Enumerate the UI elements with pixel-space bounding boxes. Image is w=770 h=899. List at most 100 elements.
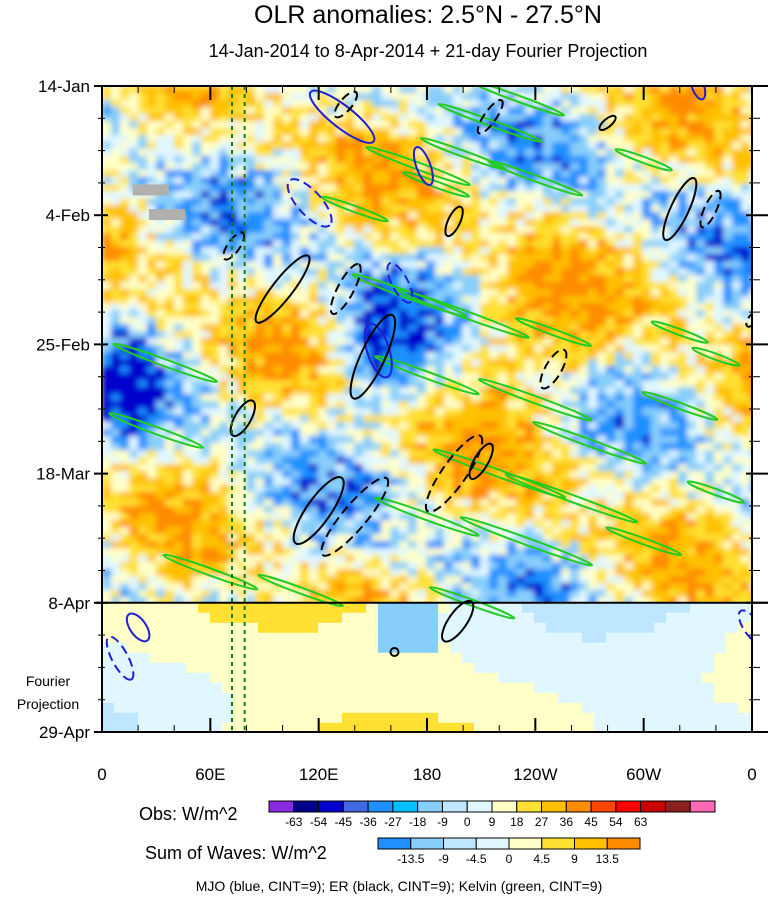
kelvin-wave-contour: [428, 586, 516, 620]
mjo-wave-contour: [689, 86, 707, 101]
mjo-wave-contour: [286, 178, 333, 228]
chart-subtitle: 14-Jan-2014 to 8-Apr-2014 + 21-day Fouri…: [209, 41, 648, 61]
colorbar-label: 13.5: [596, 852, 620, 866]
colorbar-swatch: [541, 837, 575, 850]
mjo-wave-contour: [737, 609, 752, 646]
er-wave-contour: [333, 90, 359, 119]
x-axis: 0 60E 120E 180 120W 60W 0: [97, 86, 757, 784]
er-wave-contour: [441, 599, 475, 643]
kelvin-wave-contour: [477, 377, 593, 422]
colorbar-swatch: [491, 800, 518, 813]
x-tick-label: 60E: [195, 765, 225, 784]
kelvin-wave-contour: [686, 480, 746, 504]
kelvin-wave-contour: [108, 412, 205, 449]
colorbar-label: -27: [384, 815, 402, 829]
kelvin-wave-contour: [374, 496, 480, 537]
colorbar-label: 45: [584, 815, 598, 829]
colorbar-swatch: [541, 800, 567, 813]
colorbar-swatch: [475, 837, 510, 850]
y-tick-label: 14-Jan: [38, 77, 90, 96]
x-tick-label: 120E: [299, 765, 339, 784]
colorbar-label: -9: [438, 852, 449, 866]
kelvin-wave-contour: [605, 526, 683, 557]
y-tick-label: 25-Feb: [36, 335, 90, 354]
y-axis: 14-Jan 4-Feb 25-Feb 18-Mar 8-Apr 29-Apr: [36, 77, 768, 742]
colorbar-swatch: [392, 800, 419, 813]
colorbar-label: 63: [634, 815, 648, 829]
er-wave-contour: [349, 313, 397, 400]
colorbar-swatch: [615, 800, 642, 813]
colorbar-label: 54: [609, 815, 623, 829]
kelvin-wave-contour: [162, 553, 259, 591]
x-tick-label: 0: [747, 765, 756, 784]
kelvin-wave-contour: [459, 516, 594, 567]
colorbar-swatch: [417, 800, 443, 813]
colorbar-swatch: [342, 800, 369, 813]
colorbar-swatch: [664, 800, 691, 813]
colorbar-label: 0: [464, 815, 471, 829]
x-tick-label: 120W: [513, 765, 557, 784]
chart-title: OLR anomalies: 2.5°N - 27.5°N: [254, 1, 602, 29]
colorbar-swatch: [443, 837, 477, 850]
kelvin-wave-contour: [691, 346, 741, 367]
kelvin-wave-contour: [320, 195, 389, 223]
kelvin-wave-contour: [641, 390, 719, 421]
er-wave-contour: [329, 263, 362, 316]
er-wave-contour: [699, 189, 722, 229]
kelvin-wave-contour: [469, 86, 566, 117]
plot-area: [102, 86, 752, 732]
mjo-wave-contour: [412, 146, 434, 186]
reference-lines: [231, 86, 246, 732]
colorbar-label: -9: [437, 815, 448, 829]
mjo-wave-contour: [386, 262, 414, 304]
colorbar-swatch: [293, 800, 320, 813]
olr-anomaly-field: [102, 86, 752, 605]
projection-label-line1: Fourier: [26, 673, 71, 689]
colorbar-swatch: [508, 837, 543, 850]
projection-label-line2: Projection: [17, 696, 79, 712]
colorbar-label: -4.5: [466, 852, 487, 866]
colorbar-swatch: [590, 800, 617, 813]
y-tick-label: 29-Apr: [39, 723, 90, 742]
missing-data-patch: [148, 209, 186, 221]
kelvin-wave-contour: [614, 148, 673, 172]
colorbar-label: 27: [535, 815, 549, 829]
colorbar-label: -18: [409, 815, 427, 829]
er-wave-contour: [389, 647, 400, 658]
kelvin-wave-contour: [514, 317, 592, 348]
er-wave-contour: [292, 476, 345, 545]
kelvin-wave-contour: [374, 355, 480, 396]
kelvin-wave-contour: [402, 171, 470, 198]
kelvin-wave-contour: [396, 288, 530, 339]
colorbar-swatch: [466, 800, 493, 813]
y-tick-label: 4-Feb: [46, 206, 90, 225]
x-tick-label: 60W: [626, 765, 661, 784]
colorbar-swatch: [689, 800, 716, 813]
colorbar-swatch: [606, 837, 641, 850]
er-wave-contour: [662, 176, 698, 242]
er-wave-contour: [444, 205, 464, 238]
kelvin-wave-contour: [437, 102, 543, 143]
kelvin-wave-contour: [650, 320, 709, 344]
colorbar-label: 9: [489, 815, 496, 829]
waves-colorbar-title: Sum of Waves: W/m^2: [145, 843, 327, 863]
kelvin-wave-contour: [432, 448, 567, 499]
colorbar-label: -54: [310, 815, 328, 829]
y-tick-label: 8-Apr: [48, 594, 90, 613]
kelvin-wave-contour: [257, 573, 344, 608]
er-wave-contour: [229, 399, 256, 438]
colorbar-swatch: [268, 800, 295, 813]
colorbar-swatch: [640, 800, 666, 813]
colorbar-swatch: [441, 800, 468, 813]
er-wave-contour: [320, 476, 390, 557]
mjo-wave-contour: [308, 89, 376, 144]
er-wave-contour: [424, 434, 484, 513]
kelvin-wave-contour: [504, 473, 639, 524]
er-wave-contour: [222, 231, 246, 261]
kelvin-wave-contour: [487, 159, 584, 197]
er-wave-contour: [254, 254, 311, 324]
mjo-wave-contour: [105, 635, 135, 681]
colorbar-swatch: [377, 837, 412, 850]
er-wave-contour: [598, 114, 617, 132]
colorbar-label: 18: [510, 815, 524, 829]
